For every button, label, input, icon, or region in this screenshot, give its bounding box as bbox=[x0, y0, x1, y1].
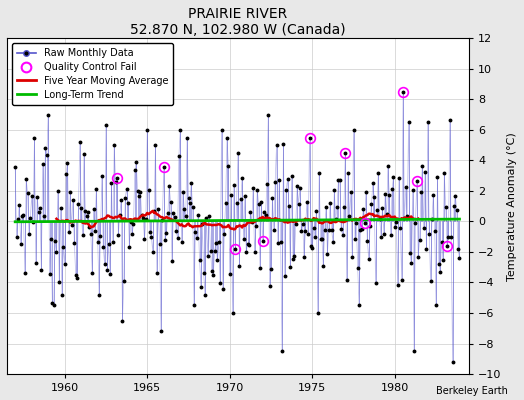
Title: PRAIRIE RIVER
52.870 N, 102.980 W (Canada): PRAIRIE RIVER 52.870 N, 102.980 W (Canad… bbox=[130, 7, 346, 37]
Legend: Raw Monthly Data, Quality Control Fail, Five Year Moving Average, Long-Term Tren: Raw Monthly Data, Quality Control Fail, … bbox=[12, 43, 173, 104]
Y-axis label: Temperature Anomaly (°C): Temperature Anomaly (°C) bbox=[507, 132, 517, 280]
Text: Berkeley Earth: Berkeley Earth bbox=[436, 386, 508, 396]
